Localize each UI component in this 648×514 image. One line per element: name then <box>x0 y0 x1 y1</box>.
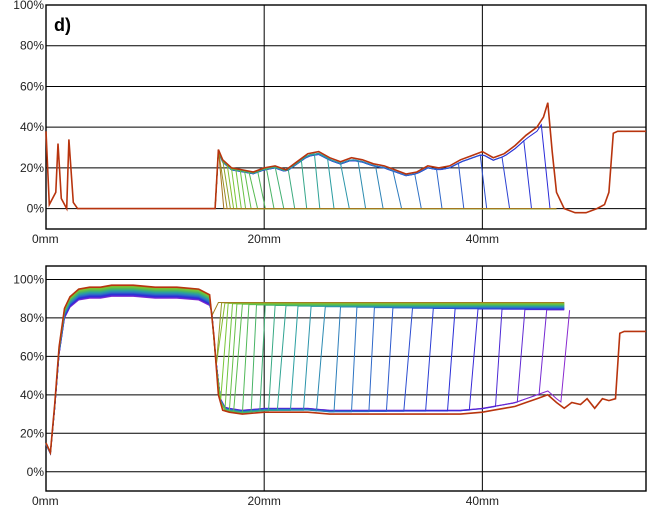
panel-label: d) <box>54 15 71 35</box>
top-chart-y-tick-label: 100% <box>13 0 44 12</box>
bottom-chart-frame <box>45 265 647 492</box>
top-chart-x-tick-label: 40mm <box>466 232 499 246</box>
bottom-chart-y-tick-label: 80% <box>20 311 44 325</box>
top-chart-x-ticks: 0mm 20mm 40mm <box>32 232 499 246</box>
bottom-chart-x-tick-label: 20mm <box>248 494 281 508</box>
top-chart-y-tick-label: 0% <box>27 202 45 216</box>
bottom-chart-final-profile <box>45 284 646 456</box>
top-chart-y-tick-label: 60% <box>20 79 44 93</box>
bottom-chart-y-tick-label: 60% <box>20 349 44 363</box>
top-chart-series <box>45 102 646 214</box>
bottom-chart-series <box>45 284 646 456</box>
bottom-chart-y-ticks: 0% 20% 40% 60% 80% 100% <box>13 272 44 478</box>
bottom-chart-y-tick-label: 20% <box>20 426 44 440</box>
bottom-chart-x-tick-label: 0mm <box>32 494 59 508</box>
bottom-chart-y-tick-label: 0% <box>27 465 45 479</box>
top-chart-y-tick-label: 40% <box>20 120 44 134</box>
top-chart-y-ticks: 0% 20% 40% 60% 80% 100% <box>13 0 44 216</box>
top-chart-y-tick-label: 20% <box>20 161 44 175</box>
bottom-chart-y-tick-label: 40% <box>20 388 44 402</box>
top-chart-x-tick-label: 20mm <box>248 232 281 246</box>
bottom-chart: 0% 20% 40% 60% 80% 100% 0mm 20mm 40mm <box>13 265 647 508</box>
bottom-chart-x-ticks: 0mm 20mm 40mm <box>32 494 499 508</box>
top-chart: 0% 20% 40% 60% 80% 100% 0mm 20mm 40mm d) <box>13 0 647 246</box>
top-chart-x-tick-label: 0mm <box>32 232 59 246</box>
bottom-chart-x-tick-label: 40mm <box>466 494 499 508</box>
top-chart-final-profile <box>45 102 646 214</box>
top-chart-y-tick-label: 80% <box>20 39 44 53</box>
top-chart-frame <box>45 4 647 230</box>
bottom-chart-y-tick-label: 100% <box>13 272 44 286</box>
